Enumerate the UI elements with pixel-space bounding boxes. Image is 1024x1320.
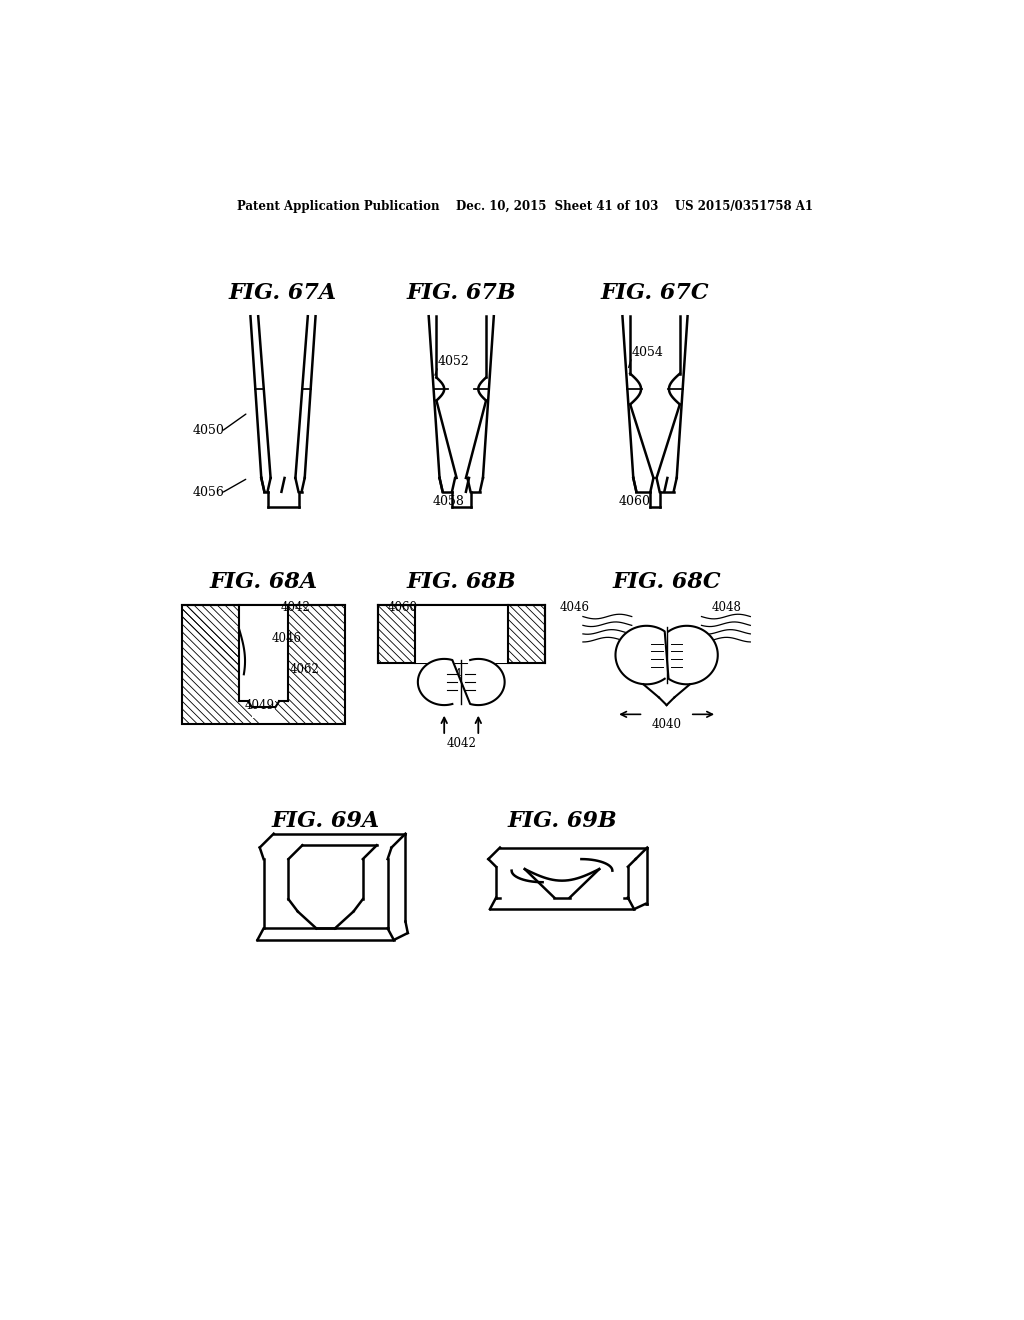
Text: 4062: 4062	[289, 663, 319, 676]
Polygon shape	[615, 626, 718, 684]
Text: 4042: 4042	[281, 601, 310, 614]
Bar	[239, 605, 289, 701]
Text: FIG. 68A: FIG. 68A	[210, 572, 317, 593]
Text: FIG. 68B: FIG. 68B	[407, 572, 516, 593]
Text: 4042: 4042	[446, 738, 476, 751]
Text: 4058: 4058	[432, 495, 465, 508]
Polygon shape	[418, 659, 505, 705]
Bar	[415, 605, 508, 663]
Bar	[378, 605, 545, 663]
Text: 4050: 4050	[193, 424, 224, 437]
Text: 4054: 4054	[632, 346, 664, 359]
Text: 4056: 4056	[193, 486, 224, 499]
Text: 4064: 4064	[432, 668, 462, 681]
Text: Patent Application Publication    Dec. 10, 2015  Sheet 41 of 103    US 2015/0351: Patent Application Publication Dec. 10, …	[237, 199, 813, 213]
Text: FIG. 69A: FIG. 69A	[271, 809, 380, 832]
Text: FIG. 69B: FIG. 69B	[507, 809, 616, 832]
Text: FIG. 67C: FIG. 67C	[601, 282, 710, 304]
Text: 4049: 4049	[245, 700, 274, 711]
Text: 4060: 4060	[618, 495, 650, 508]
Text: 4040: 4040	[651, 718, 682, 731]
Text: 4052: 4052	[438, 355, 470, 368]
Bar	[182, 605, 345, 725]
Text: 4046: 4046	[271, 632, 301, 645]
Text: FIG. 67B: FIG. 67B	[407, 282, 516, 304]
Text: FIG. 67A: FIG. 67A	[229, 282, 337, 304]
Text: FIG. 68C: FIG. 68C	[612, 572, 721, 593]
Text: 4048: 4048	[712, 601, 741, 614]
Text: 4060: 4060	[388, 601, 418, 614]
Bar	[252, 701, 275, 718]
Text: 4046: 4046	[560, 601, 590, 614]
